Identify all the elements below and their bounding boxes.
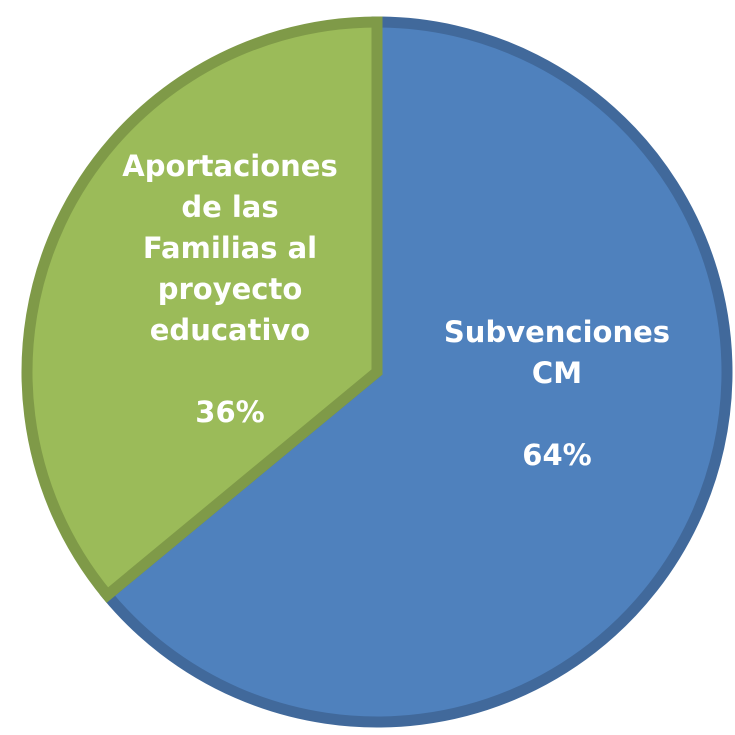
slice-value-label: 36% — [195, 395, 264, 429]
slice-label-line: CM — [532, 356, 582, 390]
slice-label-line: proyecto — [158, 272, 303, 306]
pie-slice-1 — [99, 16, 733, 728]
slice-label-line: Subvenciones — [444, 315, 670, 349]
slice-label-line: Aportaciones — [122, 149, 338, 183]
slice-label-2: Aportaciones de las Familias al proyecto edu… — [122, 149, 338, 429]
pie-slice-2 — [21, 16, 383, 603]
slice-value-label: 64% — [522, 438, 591, 472]
pie-slices — [21, 16, 733, 728]
slice-label-line: de las — [181, 190, 278, 224]
slice-label-line: educativo — [150, 313, 310, 347]
pie-labels: Subvenciones CM 64% Aportaciones de las Famil… — [122, 149, 670, 472]
slice-label-line: Familias al — [143, 231, 317, 265]
slice-label-1: Subvenciones CM 64% — [444, 315, 670, 472]
